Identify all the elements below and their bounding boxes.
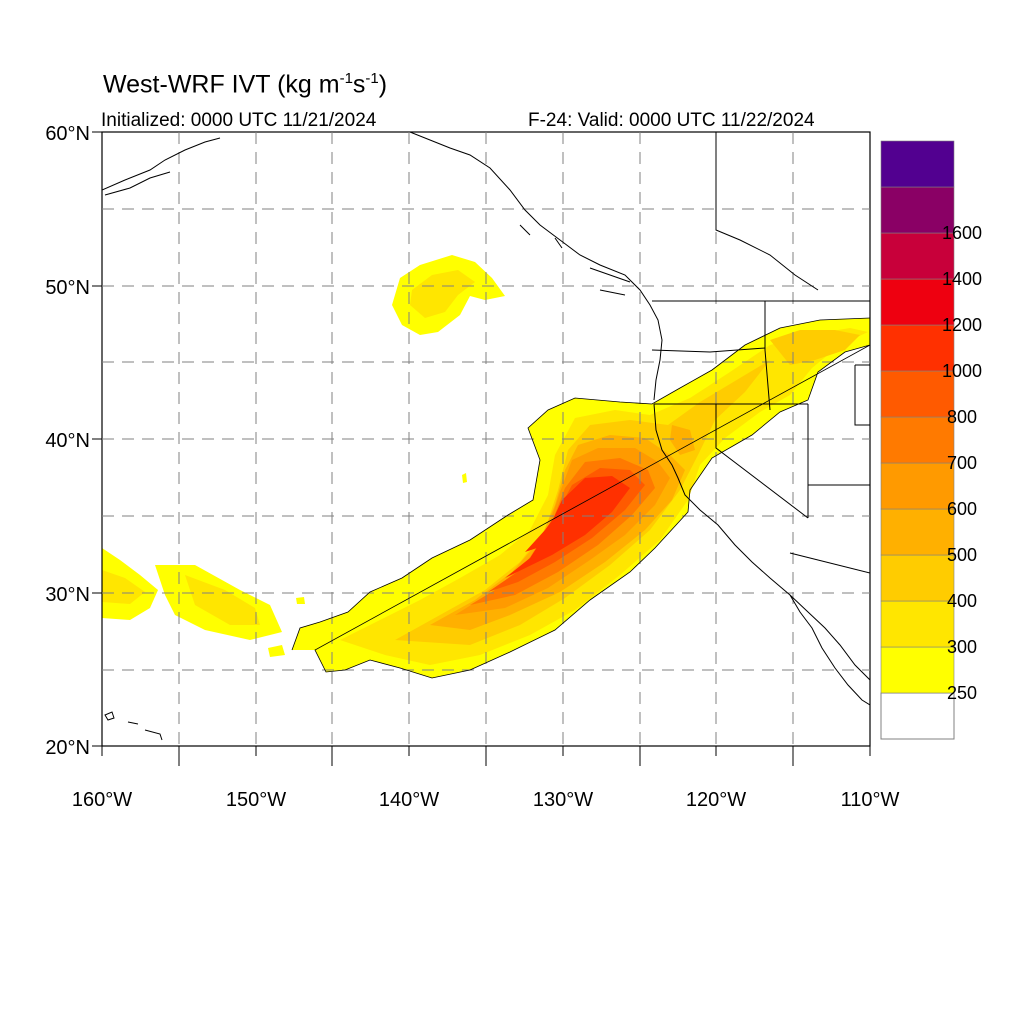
- colorbar-box-7: [880, 324, 955, 372]
- title-main: West-WRF IVT (kg m: [103, 70, 340, 99]
- title-sup1: -1: [339, 70, 353, 87]
- subtitle-initialized: Initialized: 0000 UTC 11/21/2024: [101, 110, 377, 131]
- colorbar-label-700: 700: [947, 453, 977, 473]
- colorbar-box-4: [880, 462, 955, 510]
- ivt-small-patch: [462, 473, 467, 483]
- colorbar-box-8: [880, 278, 955, 326]
- coastline-alaska: [102, 137, 221, 196]
- colorbar-box-1: [880, 600, 955, 648]
- colorbar-label-600: 600: [947, 499, 977, 519]
- title-end: ): [378, 70, 388, 99]
- coastline-hawaii: [104, 711, 163, 741]
- ivt-patch-subtropical-inner: [185, 575, 260, 625]
- colorbar-label-250: 250: [947, 683, 977, 703]
- lat-label-20: 20°N: [45, 737, 90, 759]
- lon-label-130: 130°W: [533, 789, 593, 811]
- coastline-alaska-panhandle: [409, 132, 663, 401]
- lon-label-120: 120°W: [686, 789, 746, 811]
- ivt-patch-dot: [296, 597, 305, 604]
- ivt-river-c8: [505, 476, 630, 578]
- lon-label-150: 150°W: [226, 789, 286, 811]
- title-mid: s: [352, 70, 366, 99]
- ivt-swirl-inner: [410, 270, 475, 318]
- title-sup2: -1: [365, 70, 379, 87]
- chart-title: West-WRF IVT (kg m-1s-1): [103, 70, 387, 99]
- colorbar: 250 300 400 500 600 700 800 1000 1200 1400 1600: [880, 140, 982, 740]
- border-ca-nv: [715, 404, 809, 519]
- lat-label-40: 40°N: [45, 430, 90, 452]
- colorbar-label-300: 300: [947, 637, 977, 657]
- colorbar-label-800: 800: [947, 407, 977, 427]
- axis-ticks: [92, 131, 871, 766]
- colorbar-box-9: [880, 232, 955, 280]
- lon-label-110: 110°W: [841, 789, 900, 811]
- lat-label-60: 60°N: [45, 123, 90, 145]
- ivt-field: [102, 255, 870, 678]
- lon-labels: 160°W 150°W 140°W 130°W 120°W 110°W: [72, 789, 900, 811]
- coastline-california: [653, 403, 870, 681]
- lat-label-30: 30°N: [45, 584, 90, 606]
- colorbar-box-0: [880, 646, 955, 694]
- border-mt: [715, 132, 819, 291]
- ivt-patch-west-inner: [102, 570, 145, 604]
- colorbar-box-3: [880, 508, 955, 556]
- colorbar-box-10: [880, 186, 955, 234]
- colorbar-label-1200: 1200: [942, 315, 982, 335]
- gridlines: [102, 132, 870, 746]
- colorbar-label-1400: 1400: [942, 269, 982, 289]
- border-mexico: [789, 552, 870, 574]
- colorbar-label-1600: 1600: [942, 223, 982, 243]
- lon-label-140: 140°W: [379, 789, 439, 811]
- colorbar-label-400: 400: [947, 591, 977, 611]
- colorbar-box-11: [880, 140, 955, 188]
- coastlines: [102, 132, 870, 741]
- colorbar-box-2: [880, 554, 955, 602]
- lat-labels: 60°N 50°N 40°N 30°N 20°N: [45, 123, 90, 759]
- colorbar-box-5: [880, 416, 955, 464]
- ivt-river-c8-core: [525, 512, 572, 552]
- lat-label-50: 50°N: [45, 277, 90, 299]
- colorbar-label-500: 500: [947, 545, 977, 565]
- coastline-baja: [789, 594, 870, 706]
- subtitle-valid: F-24: Valid: 0000 UTC 11/22/2024: [528, 110, 815, 131]
- lon-label-160: 160°W: [72, 789, 132, 811]
- border-nv-id: [764, 301, 771, 411]
- colorbar-label-1000: 1000: [942, 361, 982, 381]
- ivt-patch-small: [268, 645, 285, 657]
- border-or-wa: [651, 347, 766, 353]
- colorbar-box-below: [880, 692, 955, 740]
- border-co: [854, 364, 870, 426]
- coastline-bc-islands: [519, 224, 631, 296]
- ivt-outline: [291, 317, 870, 679]
- ivt-coast-peak: [670, 425, 695, 455]
- colorbar-box-6: [880, 370, 955, 418]
